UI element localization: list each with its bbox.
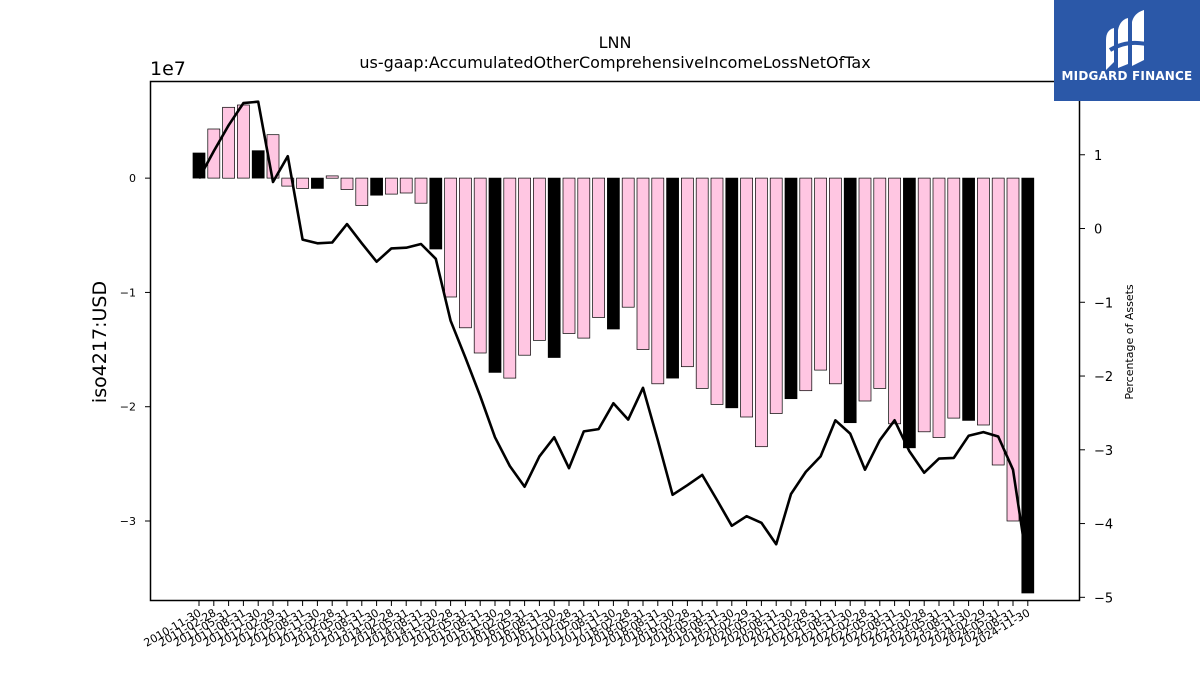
bar-2019-11-30 [725, 177, 739, 409]
bar-2017-02-28 [562, 177, 576, 334]
bar-2022-02-28 [858, 177, 872, 402]
bar-2012-08-31 [296, 177, 309, 189]
bar-2024-02-29 [977, 177, 990, 426]
bar-2014-02-28 [385, 177, 398, 195]
bar-2014-08-31 [414, 177, 428, 204]
bar-2020-08-31 [769, 177, 783, 414]
bar-2015-02-28 [444, 177, 457, 298]
bar-2021-05-31 [814, 177, 827, 371]
bar-2024-08-31 [1006, 177, 1020, 522]
bar-2022-11-30 [903, 177, 916, 449]
midgard-logo-icon [1106, 10, 1147, 70]
bar-2020-02-29 [740, 177, 753, 418]
chart-subtitle: us-gaap:AccumulatedOtherComprehensiveInc… [359, 53, 870, 72]
bar-2011-11-30 [251, 150, 265, 179]
bar-2023-05-31 [932, 177, 946, 438]
bar-2019-08-31 [710, 177, 724, 405]
logo-text: MIDGARD FINANCE [1061, 69, 1193, 83]
bar-2023-08-31 [947, 177, 961, 419]
y2-axis: 1 0 −1 −2 −3 −4 −5 [1080, 149, 1113, 606]
y-axis: 0 −1 −2 −3 [120, 172, 150, 528]
bar-2023-02-28 [917, 177, 931, 433]
bar-2021-11-30 [843, 177, 857, 424]
bar-2011-08-31 [237, 104, 250, 179]
plot-frame [149, 80, 1081, 602]
bar-2011-05-31 [222, 106, 235, 179]
bar-2016-11-30 [547, 177, 561, 358]
y2-axis-label: Percentage of Assets [1123, 284, 1136, 400]
bar-2013-08-31 [355, 177, 369, 206]
bar-2018-05-31 [636, 177, 650, 350]
bar-2013-02-28 [325, 175, 339, 179]
bar-2015-08-31 [473, 177, 487, 354]
bar-2024-05-31 [991, 177, 1005, 466]
bar-2019-02-28 [681, 177, 694, 368]
bar-2022-05-31 [873, 177, 887, 389]
bar-2023-11-30 [962, 177, 975, 421]
bar-2017-05-31 [577, 177, 591, 339]
bar-2014-05-31 [399, 177, 413, 194]
pct-assets-line [197, 100, 1030, 568]
y-axis-label: iso4217:USD [89, 281, 111, 403]
bar-2016-02-29 [503, 177, 517, 379]
bar-2017-11-30 [607, 177, 620, 330]
bar-2018-02-28 [621, 177, 635, 308]
bar-2012-11-30 [311, 177, 324, 189]
bar-2019-05-31 [695, 177, 709, 389]
chart-title: LNN [599, 33, 632, 52]
y2-tick-label: −1 [1094, 296, 1113, 311]
y-tick-label: −3 [120, 515, 136, 528]
bar-2021-02-28 [799, 177, 813, 392]
bar-series [192, 104, 1035, 594]
pct-assets-series [197, 100, 1030, 568]
y-tick-label: 0 [129, 172, 136, 185]
y2-tick-label: −5 [1094, 591, 1113, 606]
bar-2021-08-31 [829, 177, 842, 385]
y2-tick-label: −2 [1094, 370, 1113, 385]
x-axis: 2010-11-302011-02-282011-05-312011-08-31… [142, 601, 1032, 650]
bar-2015-11-30 [488, 177, 502, 373]
y-tick-label: −2 [120, 401, 136, 414]
bar-2012-05-31 [281, 177, 295, 187]
bar-2016-08-31 [533, 177, 546, 341]
bar-2018-11-30 [666, 177, 679, 379]
bar-2015-05-31 [459, 177, 472, 329]
y2-tick-label: 0 [1094, 223, 1102, 238]
bar-2020-05-31 [755, 177, 768, 448]
y-tick-label: −1 [120, 286, 136, 299]
bar-2010-11-30 [192, 152, 206, 179]
bar-2018-08-31 [651, 177, 665, 385]
y2-tick-label: 1 [1094, 149, 1102, 164]
y2-tick-label: −3 [1094, 444, 1113, 459]
bar-2017-08-31 [592, 177, 605, 318]
midgard-finance-logo: MIDGARD FINANCE [1054, 0, 1200, 101]
bar-2013-11-30 [370, 177, 383, 196]
bar-2024-11-30 [1021, 177, 1035, 594]
bar-2022-08-31 [888, 177, 901, 425]
bar-2013-05-31 [340, 177, 354, 190]
bar-2014-11-30 [429, 177, 443, 250]
bar-2020-11-30 [784, 177, 798, 400]
bar-2016-05-31 [518, 177, 531, 356]
y-offset-label: 1e7 [150, 58, 186, 80]
y2-tick-label: −4 [1094, 518, 1113, 533]
